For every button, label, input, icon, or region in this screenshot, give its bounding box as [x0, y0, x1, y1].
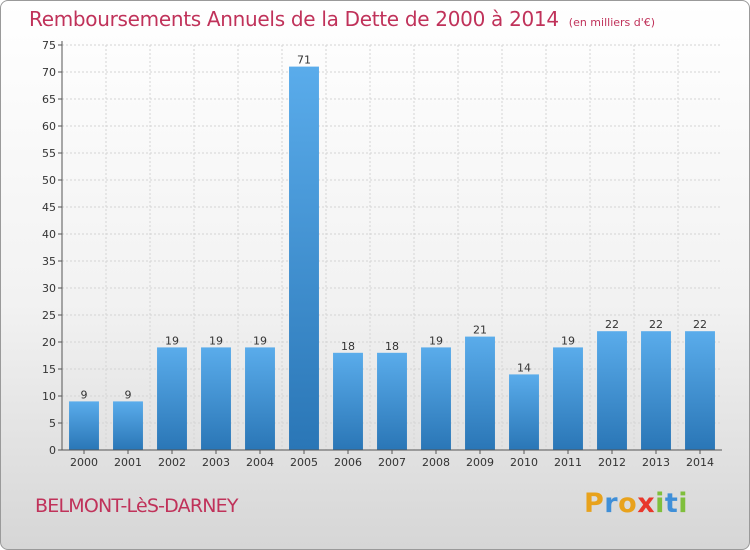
y-tick-label: 20 [42, 336, 56, 349]
bar-value-label: 19 [253, 334, 267, 347]
x-tick-label: 2008 [422, 456, 450, 469]
y-tick-label: 10 [42, 390, 56, 403]
y-tick-label: 5 [49, 417, 56, 430]
y-tick-label: 35 [42, 255, 56, 268]
bar [333, 352, 363, 450]
logo-letter: i [655, 488, 665, 519]
x-tick-label: 2002 [158, 456, 186, 469]
x-tick-label: 2014 [686, 456, 714, 469]
y-tick-label: 50 [42, 174, 56, 187]
y-tick-label: 45 [42, 201, 56, 214]
bar-value-label: 21 [473, 324, 487, 337]
bar-value-label: 9 [125, 388, 132, 401]
bar-value-label: 18 [385, 340, 399, 353]
chart-subtitle: (en milliers d'€) [568, 16, 656, 29]
logo-letter: P [584, 488, 605, 519]
x-tick-label: 2004 [246, 456, 274, 469]
bar-value-label: 19 [165, 334, 179, 347]
bar-value-label: 18 [341, 340, 355, 353]
bar-value-label: 19 [209, 334, 223, 347]
y-tick-label: 75 [42, 39, 56, 52]
y-tick-label: 70 [42, 66, 56, 79]
labels: 0 5 10 15 20 25 30 35 40 45 50 55 60 65 70 75 9 2000 9 2001… [42, 39, 714, 469]
x-tick-label: 2003 [202, 456, 230, 469]
bar-value-label: 14 [517, 361, 531, 374]
bar [685, 331, 715, 450]
x-tick-label: 2010 [510, 456, 538, 469]
bar-value-label: 19 [429, 334, 443, 347]
proxiti-logo: Proxiti [584, 488, 688, 519]
axes [58, 41, 722, 454]
x-tick-label: 2001 [114, 456, 142, 469]
bar [509, 374, 539, 450]
bar-value-label: 22 [605, 318, 619, 331]
bar [113, 401, 143, 450]
y-tick-label: 30 [42, 282, 56, 295]
bars [69, 66, 715, 450]
y-tick-label: 55 [42, 147, 56, 160]
x-tick-label: 2007 [378, 456, 406, 469]
bar [377, 352, 407, 450]
commune-name: BELMONT-LèS-DARNEY [35, 495, 238, 517]
y-tick-label: 15 [42, 363, 56, 376]
logo-letter: x [637, 488, 656, 519]
x-tick-label: 2012 [598, 456, 626, 469]
logo-letter: o [618, 488, 638, 519]
bar-value-label: 22 [693, 318, 707, 331]
bar-value-label: 71 [297, 54, 311, 67]
logo-letter: t [664, 488, 679, 519]
bar [201, 347, 231, 450]
chart-title: Remboursements Annuels de la Dette de 20… [29, 7, 655, 31]
bar-value-label: 19 [561, 334, 575, 347]
bar [69, 401, 99, 450]
x-tick-label: 2006 [334, 456, 362, 469]
y-tick-label: 25 [42, 309, 56, 322]
logo-letter: r [604, 488, 619, 519]
y-tick-label: 0 [49, 444, 56, 457]
x-tick-label: 2013 [642, 456, 670, 469]
x-tick-label: 2011 [554, 456, 582, 469]
logo-letter: i [678, 488, 689, 519]
bar [157, 347, 187, 450]
y-tick-label: 40 [42, 228, 56, 241]
bar [597, 331, 627, 450]
bar-value-label: 9 [81, 388, 88, 401]
y-tick-label: 65 [42, 93, 56, 106]
x-tick-label: 2000 [70, 456, 98, 469]
bar [245, 347, 275, 450]
x-tick-label: 2009 [466, 456, 494, 469]
x-tick-label: 2005 [290, 456, 318, 469]
chart-title-text: Remboursements Annuels de la Dette de 20… [29, 7, 559, 31]
y-tick-label: 60 [42, 120, 56, 133]
bar [465, 336, 495, 450]
bar [289, 66, 319, 450]
bar [641, 331, 671, 450]
bar [553, 347, 583, 450]
bar [421, 347, 451, 450]
bar-value-label: 22 [649, 318, 663, 331]
